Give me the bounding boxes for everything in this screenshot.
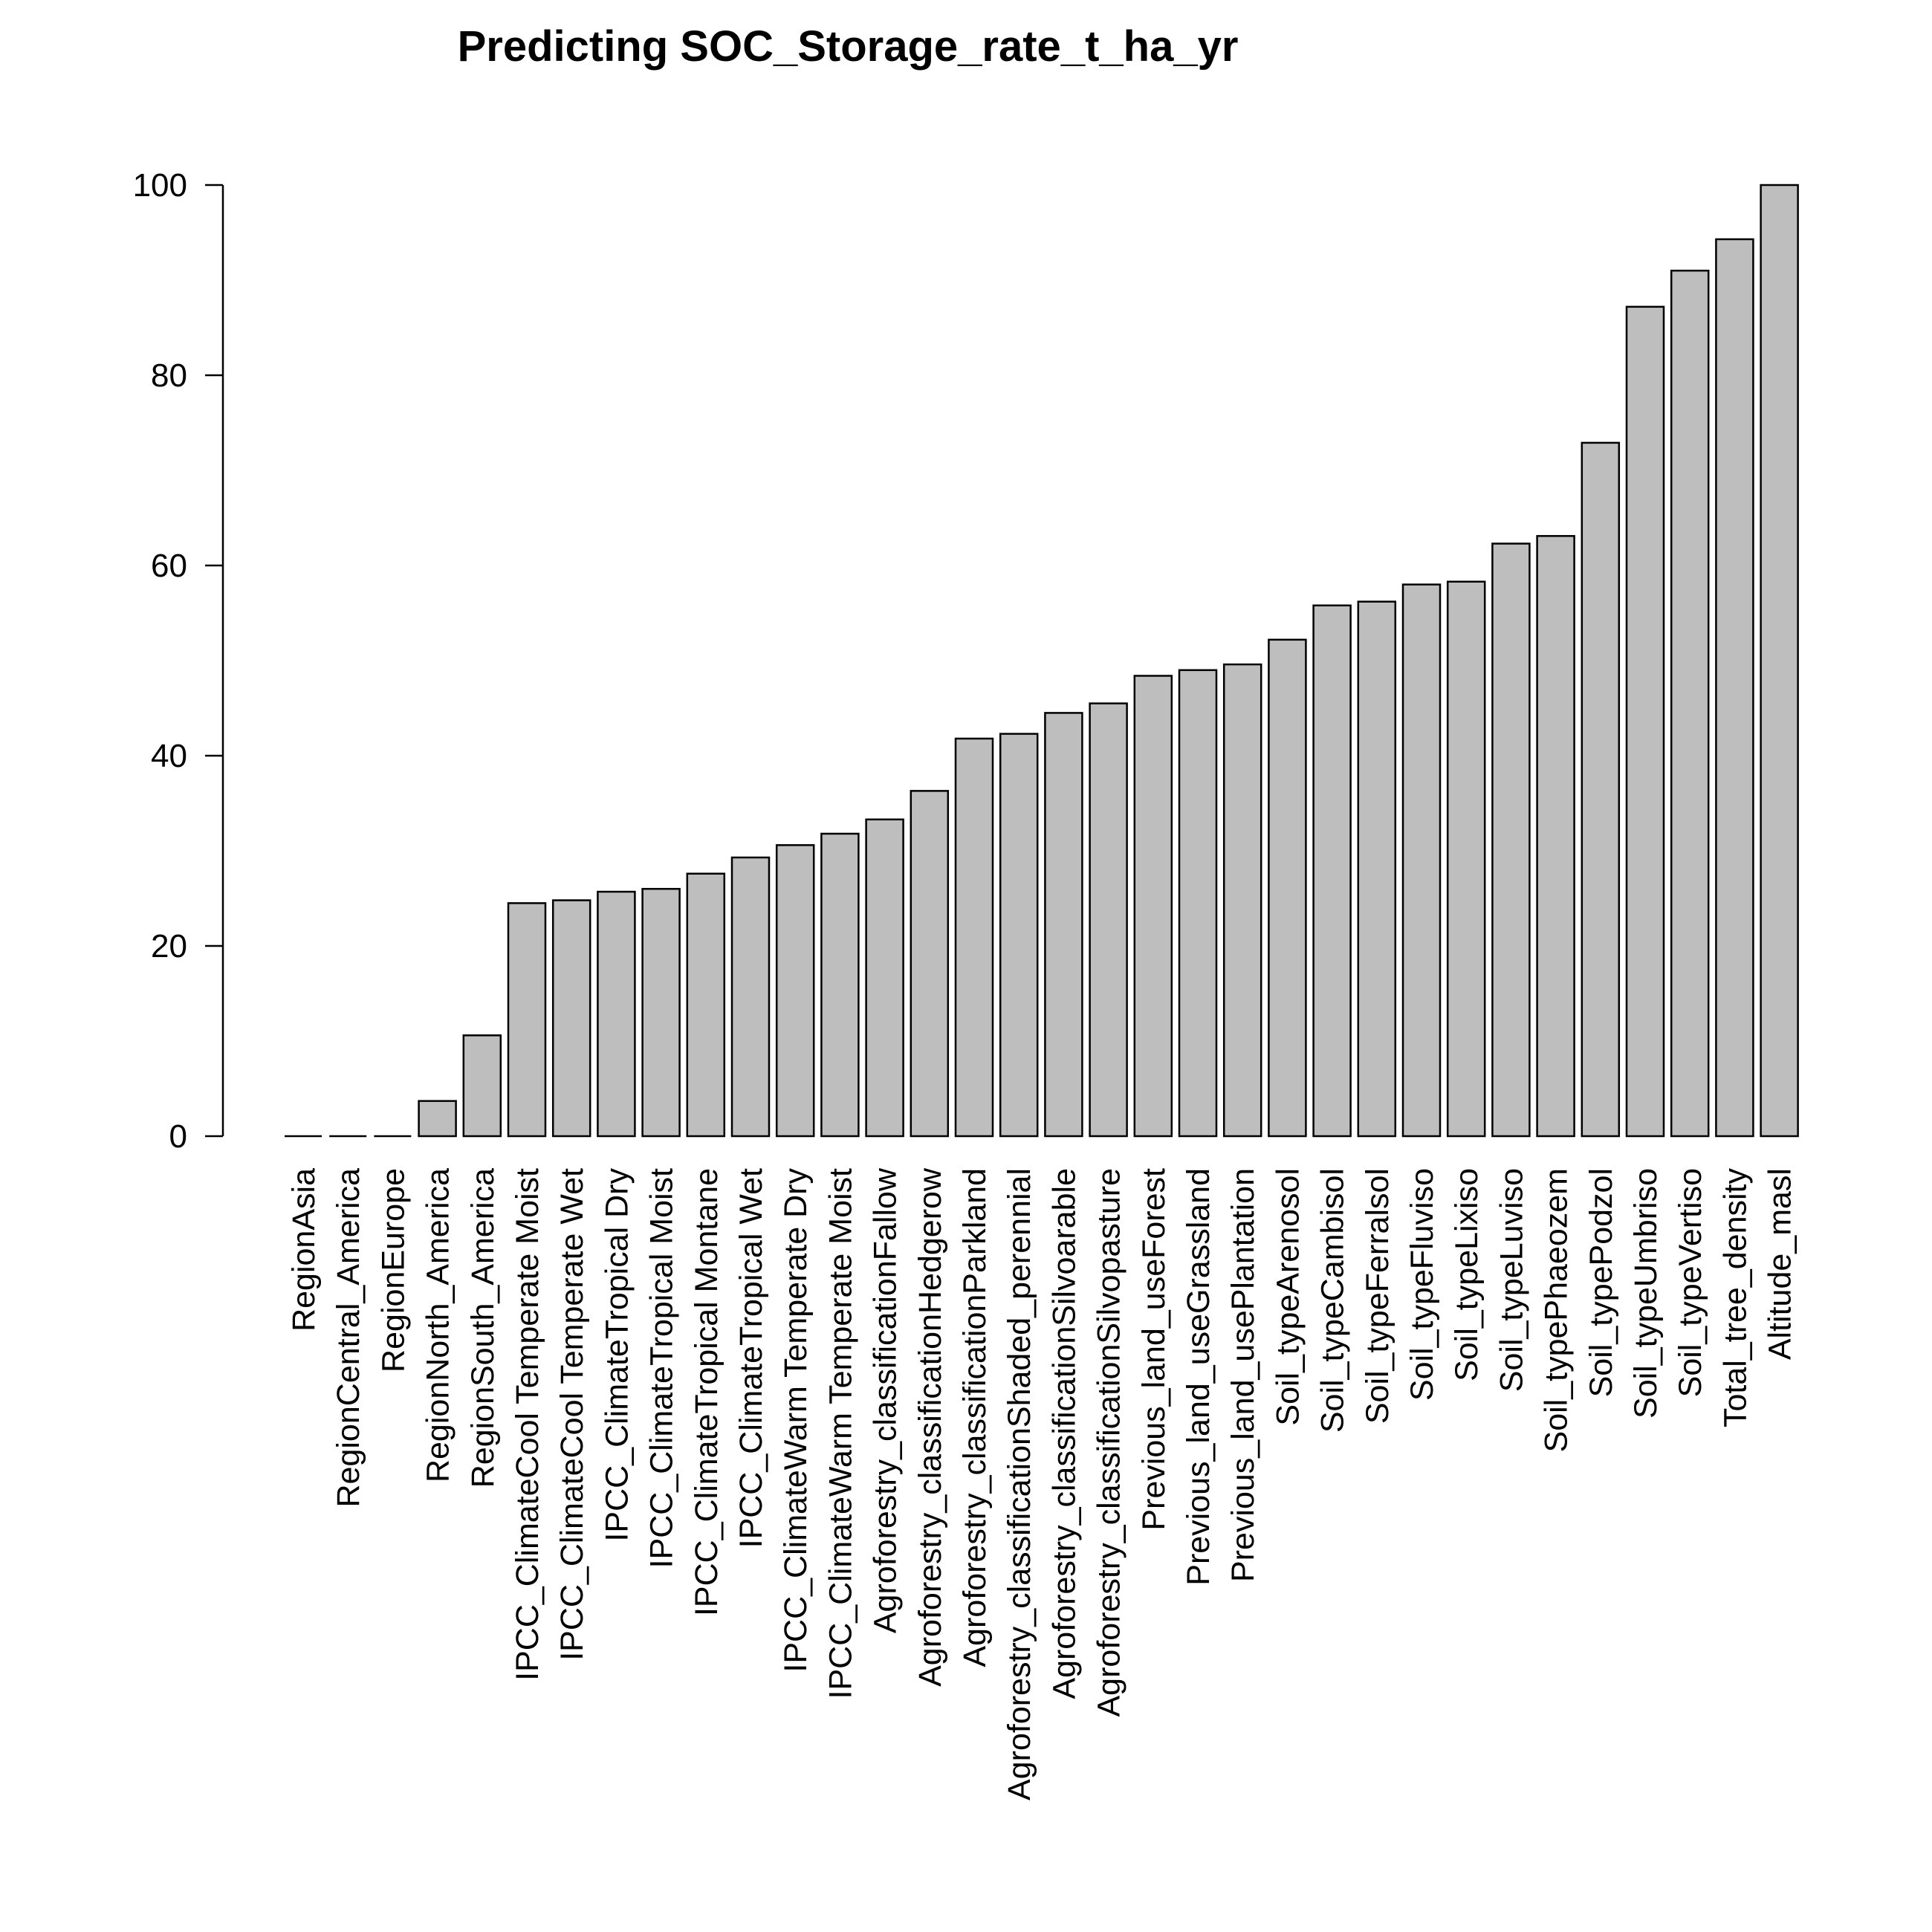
bar — [1715, 238, 1754, 1138]
x-category-label: IPCC_ClimateTropical Dry — [599, 1168, 635, 1542]
category-labels-group: RegionAsia RegionCentral_America RegionEur… — [286, 1167, 1798, 1800]
bar — [507, 902, 547, 1138]
x-category-label: Previous_land_useGrassland — [1181, 1168, 1216, 1586]
bar — [462, 1034, 502, 1138]
x-category-label: IPCC_ClimateTropical Wet — [733, 1168, 769, 1548]
bar — [1222, 663, 1262, 1138]
x-category-label: Previous_land_useForest — [1136, 1168, 1172, 1531]
bar — [820, 832, 860, 1138]
x-category-label: Soil_typePhaeozem — [1539, 1168, 1575, 1452]
bar — [730, 856, 771, 1138]
x-category-label: Soil_typePodzol — [1583, 1168, 1619, 1397]
x-category-label: Altitude_masl — [1763, 1168, 1798, 1360]
x-category-label: RegionSouth_America — [465, 1168, 501, 1488]
bar — [551, 899, 591, 1138]
y-tick-label: 60 — [151, 548, 187, 584]
y-tick-label: 20 — [151, 928, 187, 965]
y-tick-label: 80 — [151, 357, 187, 394]
bar — [1178, 669, 1218, 1138]
bar — [1268, 638, 1307, 1138]
x-category-label: Agroforestry_classificationHedgerow — [912, 1167, 948, 1687]
x-category-label: IPCC_ClimateCool Temperate Wet — [554, 1168, 590, 1661]
x-category-label: IPCC_ClimateTropical Montane — [689, 1168, 724, 1616]
x-category-label: RegionCentral_America — [331, 1168, 366, 1508]
bar — [775, 844, 815, 1138]
bar — [1760, 184, 1799, 1138]
x-category-label: RegionNorth_America — [421, 1168, 456, 1482]
x-category-label: Soil_typeVertiso — [1673, 1168, 1708, 1397]
x-category-label: Agroforestry_classificationShaded_perenn… — [1002, 1168, 1037, 1800]
x-category-label: IPCC_ClimateWarm Temperate Moist — [823, 1168, 858, 1699]
bar — [597, 890, 636, 1138]
bar — [1312, 604, 1352, 1138]
x-category-label: Soil_typeUmbriso — [1628, 1168, 1664, 1419]
x-category-label: Previous_land_usePlantation — [1225, 1168, 1261, 1582]
bar — [641, 887, 681, 1138]
y-tick-label: 0 — [169, 1118, 187, 1155]
x-category-label: Soil_typeCambisol — [1315, 1168, 1351, 1433]
x-category-label: Agroforestry_classificationSilvopasture — [1092, 1168, 1127, 1717]
y-tick-label: 40 — [151, 738, 187, 774]
bar — [1044, 712, 1083, 1138]
bar — [1133, 675, 1173, 1138]
x-category-label: Soil_typeLixiso — [1449, 1168, 1485, 1381]
bar — [1401, 583, 1442, 1138]
bar — [954, 737, 994, 1138]
y-axis: 0 20 40 60 80 100 — [133, 167, 224, 1155]
bar — [1670, 269, 1710, 1138]
bar — [1625, 305, 1665, 1138]
bar — [686, 872, 726, 1138]
x-category-label: Soil_typeLuviso — [1494, 1168, 1529, 1392]
bar — [1089, 702, 1128, 1138]
bars-group — [285, 184, 1799, 1138]
x-category-label: Agroforestry_classificationFallow — [868, 1167, 904, 1633]
x-category-label: Soil_typeFluviso — [1404, 1168, 1440, 1401]
bar — [1491, 542, 1531, 1138]
bar — [865, 818, 904, 1138]
bar — [418, 1100, 457, 1138]
bar — [910, 790, 950, 1138]
x-category-label: IPCC_ClimateTropical Moist — [644, 1168, 680, 1568]
bar — [1581, 441, 1621, 1138]
bar — [1357, 600, 1397, 1138]
x-category-label: IPCC_ClimateWarm Temperate Dry — [778, 1168, 814, 1673]
bar — [999, 733, 1039, 1138]
x-category-label: Soil_typeFerralsol — [1360, 1168, 1395, 1424]
bar — [1536, 535, 1575, 1138]
x-category-label: RegionEurope — [375, 1168, 411, 1372]
y-tick-label: 100 — [133, 167, 187, 204]
x-category-label: Soil_typeArenosol — [1270, 1168, 1306, 1426]
x-category-label: IPCC_ClimateCool Temperate Moist — [510, 1168, 545, 1681]
chart-title: Predicting SOC_Storage_rate_t_ha_yr — [458, 22, 1239, 71]
x-category-label: RegionAsia — [286, 1168, 322, 1332]
bar — [1446, 580, 1486, 1138]
x-category-label: Agroforestry_classificationSilvoarable — [1046, 1168, 1082, 1699]
x-category-label: Total_tree_density — [1717, 1168, 1753, 1427]
x-category-label: Agroforestry_classificationParkland — [957, 1168, 993, 1667]
